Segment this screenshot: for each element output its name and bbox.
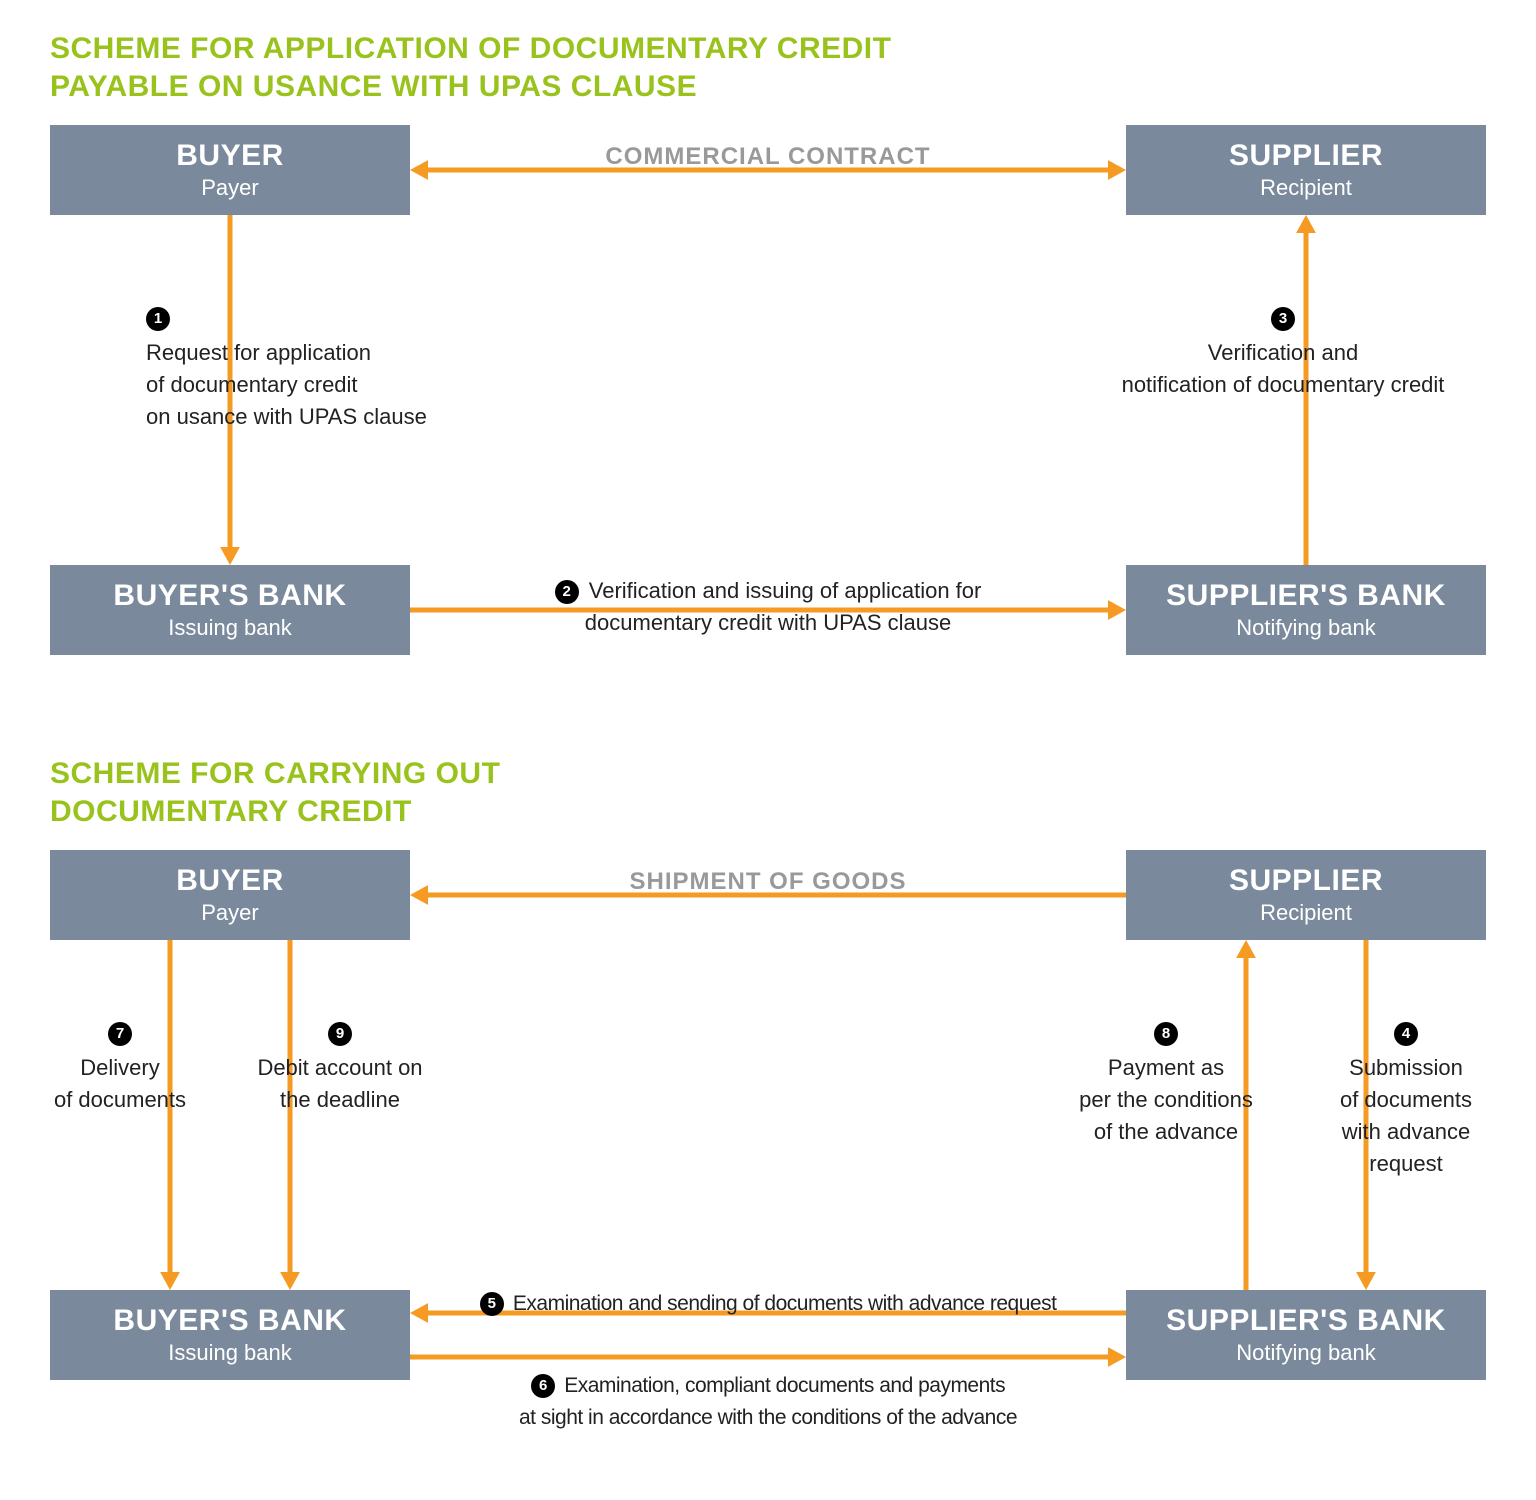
scheme2-step-s7: 7Deliveryof documents — [30, 1020, 210, 1116]
scheme1-diagram: BUYERPayer SUPPLIERRecipient BUYER'S BANKI… — [50, 125, 1486, 685]
scheme2-node-buyer_bank-sub: Issuing bank — [168, 1340, 292, 1366]
scheme1-node-supplier-sub: Recipient — [1260, 175, 1352, 201]
scheme1-node-buyer_bank-sub: Issuing bank — [168, 615, 292, 641]
scheme2-step-s6: 6 Examination, compliant documents and p… — [450, 1370, 1086, 1433]
scheme2-diagram: BUYERPayer SUPPLIERRecipient BUYER'S BANKI… — [50, 850, 1486, 1470]
scheme1-node-supplier-main: SUPPLIER — [1229, 139, 1383, 173]
scheme2-node-supplier_bank-main: SUPPLIER'S BANK — [1166, 1304, 1446, 1338]
scheme1-step-s2-num-icon: 2 — [555, 580, 579, 604]
scheme2-node-buyer-main: BUYER — [176, 864, 284, 898]
scheme2-node-supplier-sub: Recipient — [1260, 900, 1352, 926]
scheme2-step-s4: 4Submissionof documentswith advancereque… — [1306, 1020, 1506, 1180]
scheme1-node-buyer: BUYERPayer — [50, 125, 410, 215]
scheme2-node-buyer_bank-main: BUYER'S BANK — [113, 1304, 346, 1338]
scheme1-node-buyer_bank-main: BUYER'S BANK — [113, 579, 346, 613]
scheme2-edgelabel-shipment: SHIPMENT OF GOODS — [568, 868, 968, 896]
scheme1-node-supplier_bank-sub: Notifying bank — [1236, 615, 1375, 641]
scheme2-step-s4-num-icon: 4 — [1394, 1022, 1418, 1046]
scheme2-node-supplier: SUPPLIERRecipient — [1126, 850, 1486, 940]
scheme1-step-s1-num-icon: 1 — [146, 307, 170, 331]
scheme2-step-s8-num-icon: 8 — [1154, 1022, 1178, 1046]
scheme1-node-supplier: SUPPLIERRecipient — [1126, 125, 1486, 215]
scheme1-step-s3-num-icon: 3 — [1271, 307, 1295, 331]
scheme1-node-buyer-sub: Payer — [201, 175, 258, 201]
scheme2-step-s7-num-icon: 7 — [108, 1022, 132, 1046]
scheme2-step-s9-num-icon: 9 — [328, 1022, 352, 1046]
scheme2-step-s9: 9Debit account onthe deadline — [230, 1020, 450, 1116]
scheme1-step-s3: 3Verification andnotification of documen… — [1080, 305, 1486, 401]
scheme2-node-buyer_bank: BUYER'S BANKIssuing bank — [50, 1290, 410, 1380]
scheme2-title: SCHEME FOR CARRYING OUT DOCUMENTARY CRED… — [50, 755, 650, 830]
scheme2-node-supplier_bank-sub: Notifying bank — [1236, 1340, 1375, 1366]
scheme2-node-buyer-sub: Payer — [201, 900, 258, 926]
scheme2-step-s8: 8Payment asper the conditionsof the adva… — [1056, 1020, 1276, 1148]
scheme1-step-s1: 1Request for applicationof documentary c… — [146, 305, 506, 433]
scheme2-step-s5-num-icon: 5 — [480, 1292, 504, 1316]
scheme1-edgelabel-contract: COMMERCIAL CONTRACT — [568, 143, 968, 171]
scheme1-title: SCHEME FOR APPLICATION OF DOCUMENTARY CR… — [50, 30, 950, 105]
scheme1-node-buyer_bank: BUYER'S BANKIssuing bank — [50, 565, 410, 655]
scheme1-node-buyer-main: BUYER — [176, 139, 284, 173]
scheme2-node-supplier-main: SUPPLIER — [1229, 864, 1383, 898]
scheme2-node-supplier_bank: SUPPLIER'S BANKNotifying bank — [1126, 1290, 1486, 1380]
scheme2-node-buyer: BUYERPayer — [50, 850, 410, 940]
scheme2-step-s6-num-icon: 6 — [531, 1374, 555, 1398]
scheme2-step-s5: 5 Examination and sending of documents w… — [450, 1288, 1086, 1320]
scheme1-node-supplier_bank: SUPPLIER'S BANKNotifying bank — [1126, 565, 1486, 655]
scheme1-step-s2: 2 Verification and issuing of applicatio… — [450, 575, 1086, 639]
scheme1-node-supplier_bank-main: SUPPLIER'S BANK — [1166, 579, 1446, 613]
